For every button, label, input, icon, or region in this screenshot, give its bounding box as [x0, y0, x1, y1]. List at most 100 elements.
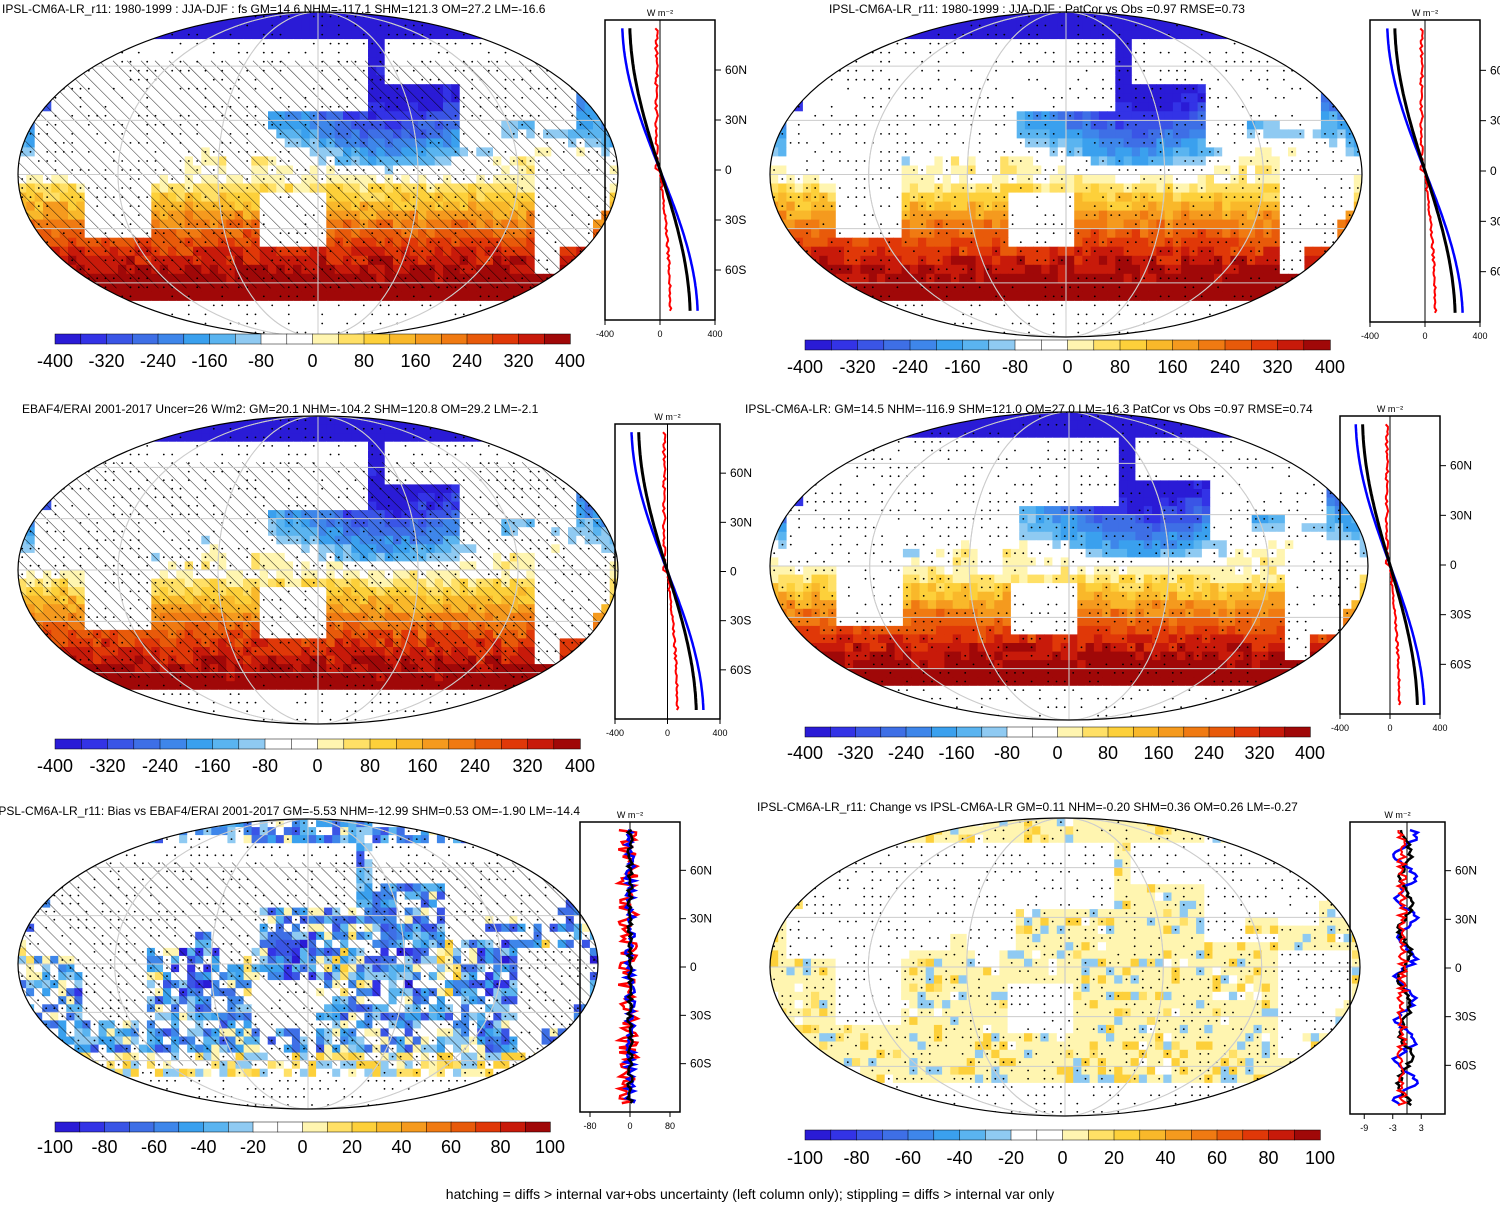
zonal-mean-plot: W m⁻² 60N 30N 0 30S 60S -400 0 400: [1331, 404, 1472, 733]
colorbar-tick-label: -320: [837, 743, 873, 763]
colorbar-segment: [857, 339, 885, 351]
colorbar-tick-label: 80: [490, 1137, 510, 1157]
colorbar-segment: [475, 1121, 502, 1133]
colorbar-segment: [80, 333, 108, 345]
latitude-label: 30N: [1450, 508, 1472, 522]
colorbar-tick-label: 80: [1098, 743, 1118, 763]
zonal-curve-model: [614, 828, 641, 1105]
colorbar-segment: [178, 1121, 205, 1133]
colorbar: -400 -320 -240 -160 -80 0 80 160 240 320 400: [37, 738, 595, 776]
map-border: [17, 818, 599, 1110]
colorbar-segment: [54, 1121, 81, 1133]
colorbar-segment: [1198, 339, 1226, 351]
colorbar-segment: [129, 1121, 155, 1133]
colorbar-segment: [933, 1129, 961, 1141]
colorbar-segment: [1062, 1129, 1089, 1141]
map-field: [770, 12, 1362, 337]
colorbar-segment: [1146, 339, 1174, 351]
colorbar-segment: [1093, 339, 1121, 351]
colorbar-segment: [1113, 1129, 1141, 1141]
latitude-label: 0: [730, 565, 737, 579]
colorbar-segment: [212, 738, 240, 750]
colorbar-tick-label: 0: [307, 351, 317, 371]
zonal-tick-label: 3: [1419, 1123, 1424, 1133]
zonal-unit-label: W m⁻²: [654, 412, 680, 422]
colorbar-segment: [1251, 339, 1279, 351]
colorbar-segment: [363, 333, 391, 345]
colorbar-segment: [252, 1121, 279, 1133]
colorbar-tick-label: 80: [1110, 357, 1130, 377]
colorbar-segment: [474, 738, 502, 750]
zonal-curve-model: [661, 431, 680, 711]
zonal-tick-label: -400: [596, 329, 614, 339]
colorbar-segment: [81, 738, 109, 750]
latitude-label: 60S: [1490, 265, 1500, 279]
colorbar-segment: [804, 726, 831, 738]
latitude-label: 30N: [725, 113, 747, 127]
colorbar-segment: [1224, 339, 1252, 351]
zonal-unit-label: W m⁻²: [647, 8, 673, 18]
colorbar-tick-label: 40: [391, 1137, 411, 1157]
colorbar-segment: [1191, 1129, 1218, 1141]
colorbar-segment: [1088, 1129, 1115, 1141]
colorbar-tick-label: 400: [555, 351, 585, 371]
latitude-label: 60N: [730, 466, 752, 480]
colorbar: -400 -320 -240 -160 -80 0 80 160 240 320 400: [787, 726, 1325, 763]
colorbar-segment: [883, 339, 911, 351]
zonal-tick-label: 0: [1387, 723, 1392, 733]
colorbar-segment: [1284, 726, 1311, 738]
latitude-label: 60S: [1450, 657, 1471, 671]
map-border: [769, 11, 1363, 338]
panel-title: IPSL-CM6A-LR: GM=14.5 NHM=-116.9 SHM=121…: [745, 402, 1313, 416]
colorbar: -400 -320 -240 -160 -80 0 80 160 240 320 400: [787, 339, 1345, 377]
colorbar-tick-label: 160: [400, 351, 430, 371]
zonal-tick-label: 400: [1472, 331, 1487, 341]
colorbar-tick-label: -320: [839, 357, 875, 377]
colorbar-segment: [959, 1129, 986, 1141]
colorbar-segment: [106, 333, 133, 345]
colorbar-tick-label: -400: [787, 357, 823, 377]
latitude-label: 60N: [1450, 459, 1472, 473]
colorbar-segment: [981, 726, 1008, 738]
colorbar-tick-label: 240: [1194, 743, 1224, 763]
latitude-label: 30N: [690, 912, 712, 926]
colorbar: -100 -80 -60 -40 -20 0 20 40 60 80 100: [787, 1129, 1335, 1168]
colorbar-segment: [525, 1121, 551, 1133]
zonal-mean-plot: W m⁻² 60N 30N 0 30S 60S -400 0 400: [606, 412, 752, 738]
colorbar-tick-label: 100: [535, 1137, 565, 1157]
colorbar-segment: [956, 726, 983, 738]
map-border: [17, 415, 619, 725]
colorbar-segment: [277, 1121, 304, 1133]
colorbar-segment: [450, 1121, 477, 1133]
latitude-label: 60S: [690, 1057, 711, 1071]
colorbar-tick-label: 320: [1244, 743, 1274, 763]
panel-title: IPSL-CM6A-LR_r11: 1980-1999 : JJA-DJF : …: [2, 2, 545, 16]
colorbar-segment: [264, 738, 292, 750]
colorbar-segment: [132, 333, 159, 345]
colorbar-segment: [1010, 1129, 1038, 1141]
colorbar-segment: [317, 738, 345, 750]
zonal-tick-label: 400: [707, 329, 722, 339]
figure-caption: hatching = diffs > internal var+obs unce…: [0, 1186, 1500, 1202]
colorbar-segment: [448, 738, 476, 750]
colorbar-segment: [907, 1129, 935, 1141]
colorbar-tick-label: -400: [37, 756, 73, 776]
colorbar-segment: [905, 726, 932, 738]
colorbar-segment: [107, 738, 135, 750]
colorbar-segment: [235, 333, 262, 345]
zonal-curve-model: [1419, 27, 1438, 314]
map-field: [18, 12, 618, 337]
zonal-tick-label: -400: [1331, 723, 1349, 733]
zonal-mean-plot: W m⁻² 60N 30N 0 30S 60S -400 0 400: [1361, 8, 1500, 341]
colorbar-segment: [1082, 726, 1109, 738]
colorbar-segment: [1268, 1129, 1295, 1141]
colorbar-segment: [228, 1121, 254, 1133]
colorbar-tick-label: -40: [946, 1148, 972, 1168]
zonal-tick-label: 80: [665, 1121, 675, 1131]
colorbar-segment: [501, 738, 529, 750]
latitude-label: 60S: [725, 263, 746, 277]
colorbar-segment: [936, 339, 964, 351]
latitude-label: 30S: [730, 614, 751, 628]
colorbar-segment: [422, 738, 450, 750]
zonal-curve-mean: [1361, 424, 1419, 705]
